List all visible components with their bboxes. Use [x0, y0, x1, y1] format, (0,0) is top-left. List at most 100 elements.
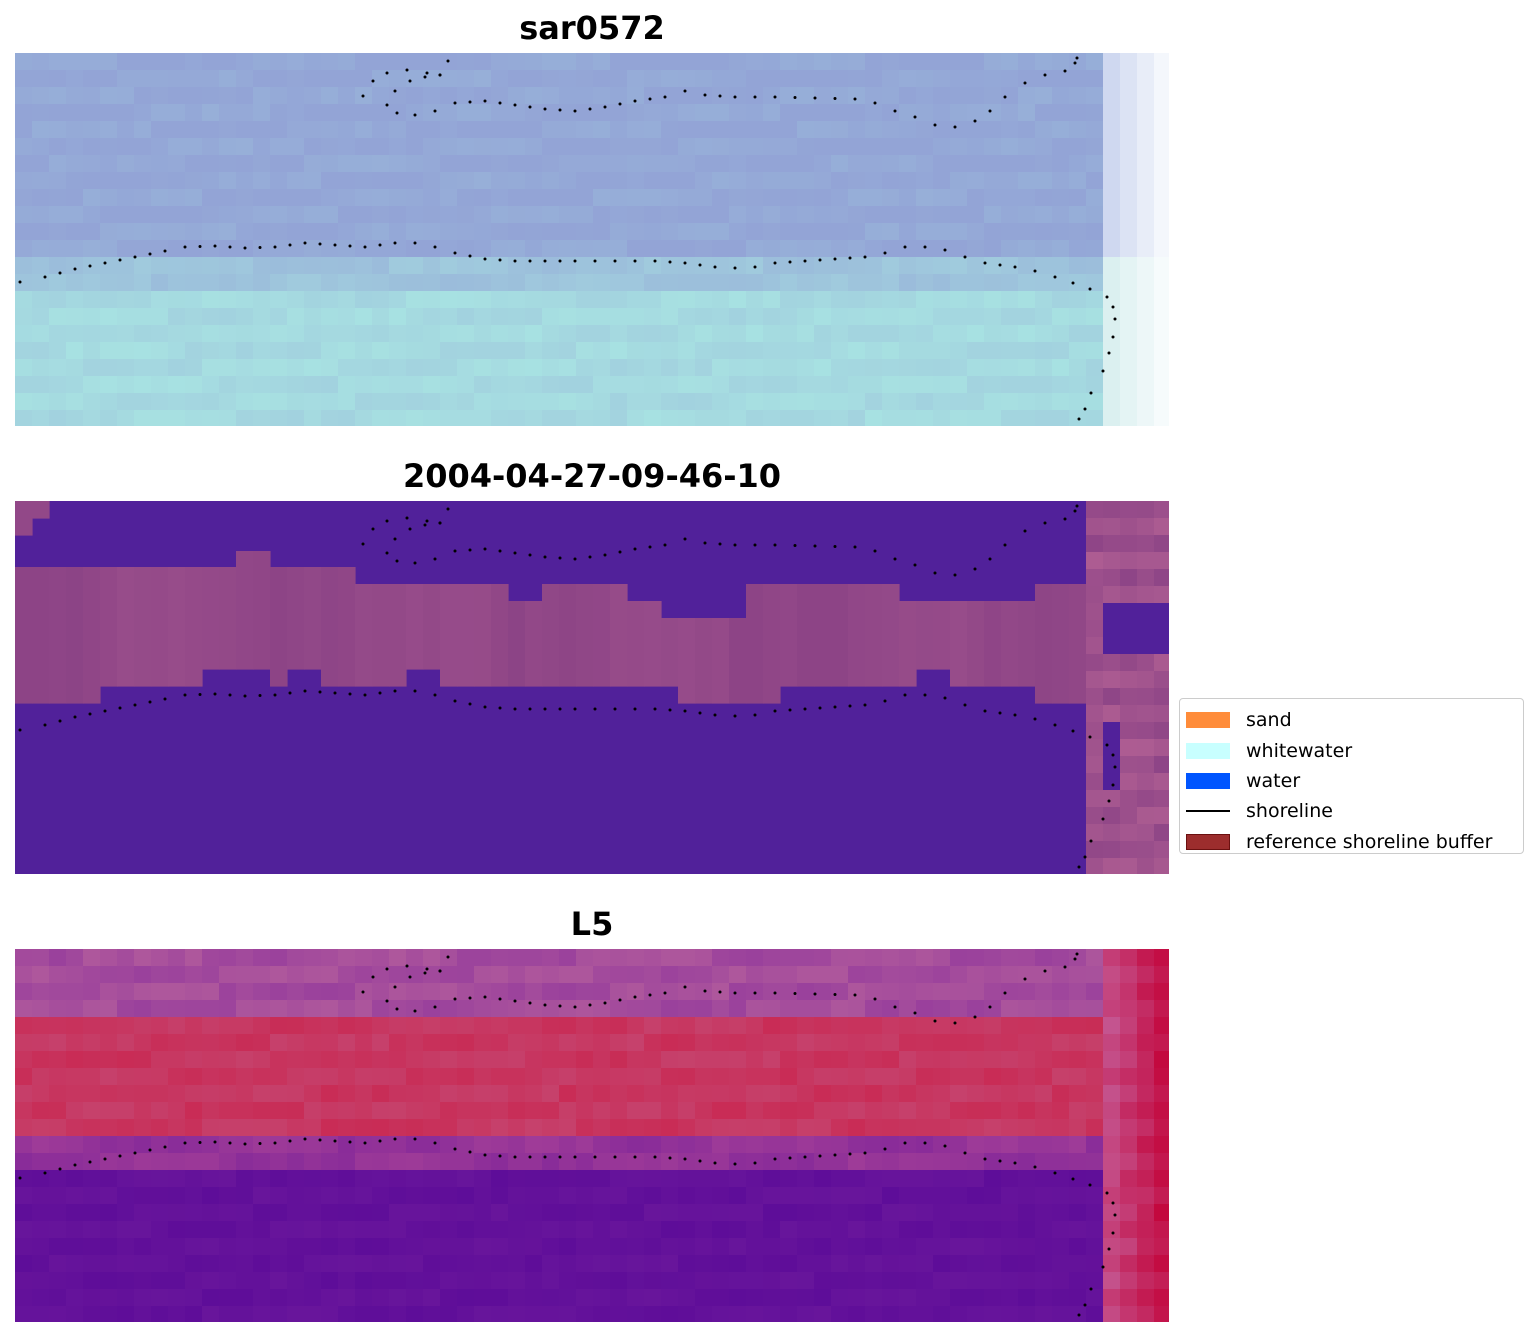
shoreline-dot — [803, 707, 807, 711]
shoreline-dot — [923, 1141, 927, 1145]
shoreline-dot — [893, 557, 897, 561]
water-swatch — [1186, 772, 1230, 789]
shoreline-dot — [873, 997, 877, 1001]
shoreline-dot — [1088, 1183, 1092, 1187]
shoreline-dot — [1111, 753, 1115, 757]
shoreline-dot — [58, 719, 62, 723]
shoreline-dot — [133, 703, 137, 707]
shoreline-dot — [668, 1156, 672, 1160]
reference-buffer-swatch — [1186, 833, 1230, 850]
shoreline-dot — [371, 527, 375, 531]
shoreline-dot — [573, 557, 577, 561]
shoreline-dot — [663, 991, 667, 995]
shoreline-dot — [653, 707, 657, 711]
shoreline-dot — [593, 1155, 597, 1159]
shoreline-dot — [1113, 317, 1117, 321]
shoreline-dot — [698, 263, 702, 267]
shoreline-dot — [73, 1163, 77, 1167]
shoreline-dot — [1107, 799, 1111, 803]
shoreline-dot — [483, 705, 487, 709]
shoreline-dot — [1088, 735, 1092, 739]
shoreline-dot — [593, 707, 597, 711]
shoreline-dot — [1013, 713, 1017, 717]
shoreline-dot — [883, 699, 887, 703]
shoreline-dot — [718, 94, 722, 98]
shoreline-dot — [273, 1141, 277, 1145]
shoreline-dot — [453, 699, 457, 703]
shoreline-dot — [973, 119, 977, 123]
shoreline-dot — [453, 997, 457, 1001]
shoreline-dot — [558, 1155, 562, 1159]
shoreline-dot — [983, 261, 987, 265]
shoreline-dot — [413, 241, 417, 245]
shoreline-dot — [198, 693, 202, 696]
shoreline-dot — [498, 1154, 502, 1158]
shoreline-dot — [385, 519, 389, 523]
shoreline-dot — [1105, 743, 1109, 747]
shoreline-dot — [753, 95, 757, 99]
shoreline-dot — [543, 555, 547, 559]
shoreline-dot — [853, 993, 857, 997]
shoreline-dot — [58, 271, 62, 275]
shoreline-dot — [733, 543, 737, 547]
shoreline-dot — [988, 109, 992, 113]
shoreline-dot — [543, 707, 547, 711]
shoreline-dot — [18, 728, 22, 732]
shoreline-dot — [453, 549, 457, 553]
shoreline-dot — [483, 995, 487, 999]
shoreline-dot — [483, 257, 487, 261]
legend-item-water: water — [1186, 766, 1523, 796]
shoreline-dot — [1073, 61, 1077, 65]
shoreline-dot — [528, 105, 532, 109]
shoreline-dot — [683, 985, 687, 989]
shoreline-dot — [803, 259, 807, 263]
shoreline-dot — [633, 707, 637, 711]
shoreline-dot — [318, 242, 322, 246]
shoreline-dot — [923, 245, 927, 249]
shoreline-dot — [753, 1161, 757, 1165]
shoreline-dot — [348, 244, 352, 248]
shoreline-dot — [43, 1171, 47, 1175]
shoreline-dot — [425, 967, 429, 971]
shoreline-dot — [213, 692, 217, 696]
shoreline-dot — [788, 260, 792, 264]
panel-title-l5: L5 — [570, 905, 614, 943]
shoreline-dot — [573, 1155, 577, 1159]
shoreline-dot — [833, 97, 837, 100]
shoreline-dot — [698, 1159, 702, 1163]
shoreline-dot — [773, 1157, 777, 1161]
shoreline-dot — [468, 1150, 472, 1154]
shoreline-dot — [848, 1152, 852, 1156]
shoreline-dot — [385, 967, 389, 971]
shoreline-dot — [1083, 1303, 1087, 1307]
shoreline-dot — [703, 541, 707, 545]
shoreline-dot — [378, 1139, 382, 1143]
shoreline-dot — [713, 1161, 717, 1165]
shoreline-dot — [998, 711, 1002, 715]
shoreline-dot — [1073, 509, 1077, 513]
shoreline-dot — [1073, 957, 1077, 961]
shoreline-dot — [413, 113, 417, 117]
shoreline-dot — [88, 1160, 92, 1164]
shoreline-dot — [148, 700, 152, 704]
shoreline-dot — [58, 1167, 62, 1171]
shoreline-dots — [18, 241, 1117, 421]
shoreline-dot — [573, 109, 577, 113]
shoreline-dot — [288, 243, 292, 247]
shoreline-dot — [1083, 407, 1087, 411]
shoreline-dot — [43, 723, 47, 727]
shoreline-dot — [528, 707, 532, 711]
shoreline-dot — [163, 249, 167, 253]
shoreline-dot — [648, 97, 652, 101]
shoreline-dot — [395, 559, 399, 563]
shoreline-dot — [423, 75, 427, 79]
shoreline-dot — [88, 264, 92, 268]
shoreline-dot — [213, 244, 217, 248]
shoreline-dot — [468, 702, 472, 706]
shoreline-dot — [385, 103, 389, 107]
legend-label-sand: sand — [1246, 709, 1292, 732]
shoreline-dot — [913, 563, 917, 567]
shoreline-dot — [863, 1151, 867, 1155]
shoreline-dot — [498, 706, 502, 710]
shoreline-dots — [361, 952, 1079, 1025]
